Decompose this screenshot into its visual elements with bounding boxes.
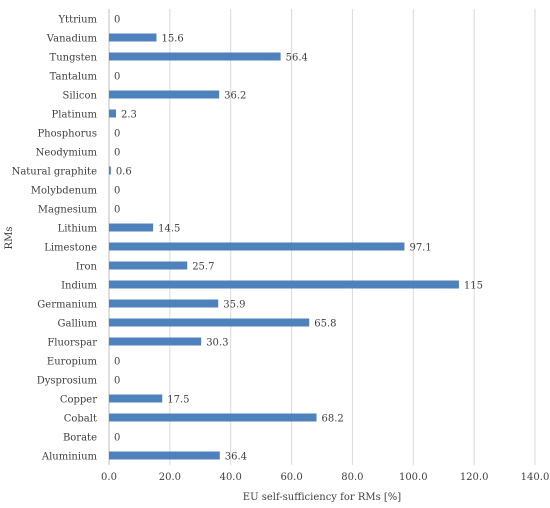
data-label: 0 (114, 129, 120, 140)
bar-vanadium (109, 33, 157, 42)
bar-silicon (109, 90, 220, 99)
data-label: 0 (114, 205, 120, 216)
data-label: 14.5 (158, 224, 180, 235)
category-label: Tungsten (50, 53, 98, 64)
category-label: Dysprosium (37, 376, 98, 387)
bar-tungsten (109, 52, 281, 61)
data-labels: 015.656.4036.22.3000.60014.597.125.71153… (114, 15, 483, 463)
data-label: 30.3 (206, 338, 228, 349)
data-label: 0 (114, 357, 120, 368)
data-label: 2.3 (121, 110, 137, 121)
x-axis-title: EU self-sufficiency for RMs [%] (243, 492, 402, 503)
bars (109, 33, 459, 460)
bar-iron (109, 261, 188, 270)
x-tick-label: 80.0 (341, 472, 363, 483)
data-label: 0 (114, 72, 120, 83)
x-tick-label: 40.0 (220, 472, 242, 483)
category-label: Yttrium (57, 15, 97, 26)
data-label: 36.4 (225, 452, 247, 463)
data-label: 65.8 (314, 319, 336, 330)
x-tick-label: 140.0 (521, 472, 550, 483)
bar-lithium (109, 223, 154, 232)
data-label: 0 (114, 433, 120, 444)
data-label: 36.2 (224, 91, 246, 102)
x-tick-label: 20.0 (159, 472, 181, 483)
category-label: Platinum (52, 110, 98, 121)
category-label: Molybdenum (31, 186, 98, 197)
category-label: Borate (63, 433, 97, 444)
x-tick-label: 0.0 (101, 472, 117, 483)
category-label: Tantalum (50, 72, 98, 83)
category-label: Natural graphite (12, 167, 97, 178)
category-label: Phosphorus (37, 129, 97, 140)
data-label: 0 (114, 376, 120, 387)
x-tick-label: 60.0 (280, 472, 302, 483)
category-label: Gallium (58, 319, 98, 330)
category-label: Iron (76, 262, 98, 273)
bar-fluorspar (109, 337, 202, 346)
bar-copper (109, 394, 163, 403)
category-label: Aluminium (41, 452, 98, 463)
data-label: 56.4 (286, 53, 308, 64)
data-label: 35.9 (223, 300, 245, 311)
bar-limestone (109, 242, 405, 251)
data-label: 115 (464, 281, 483, 292)
category-label: Magnesium (38, 205, 98, 216)
data-label: 0.6 (116, 167, 132, 178)
bar-natural-graphite (109, 166, 111, 175)
category-label: Lithium (58, 224, 98, 235)
x-tick-label: 100.0 (399, 472, 428, 483)
data-label: 97.1 (409, 243, 431, 254)
category-labels: Yttrium Vanadium Tungsten Tantalum Silicon Pl… (12, 15, 98, 463)
bar-platinum (109, 109, 116, 118)
x-tick-label: 120.0 (460, 472, 489, 483)
category-label: Indium (61, 281, 97, 292)
data-label: 15.6 (161, 34, 183, 45)
y-axis-title: RMs (4, 227, 15, 250)
data-label: 0 (114, 148, 120, 159)
gridlines (108, 9, 536, 465)
data-label: 25.7 (192, 262, 214, 273)
bar-cobalt (109, 413, 317, 422)
category-label: Silicon (62, 91, 97, 102)
category-label: Vanadium (46, 34, 98, 45)
category-label: Germanium (37, 300, 97, 311)
category-label: Neodymium (36, 148, 98, 159)
category-label: Limestone (44, 243, 97, 254)
data-label: 68.2 (322, 414, 344, 425)
data-label: 17.5 (167, 395, 189, 406)
category-label: Fluorspar (47, 338, 97, 349)
data-label: 0 (114, 186, 120, 197)
category-label: Cobalt (64, 414, 97, 425)
category-label: Copper (60, 395, 97, 406)
bar-gallium (109, 318, 310, 327)
bar-indium (109, 280, 459, 289)
bar-aluminium (109, 451, 220, 460)
data-label: 0 (114, 15, 120, 26)
bar-germanium (109, 299, 219, 308)
x-tick-labels: 0.0 20.0 40.0 60.0 80.0 100.0 120.0 140.0 (101, 472, 549, 483)
category-label: Europium (47, 357, 98, 368)
